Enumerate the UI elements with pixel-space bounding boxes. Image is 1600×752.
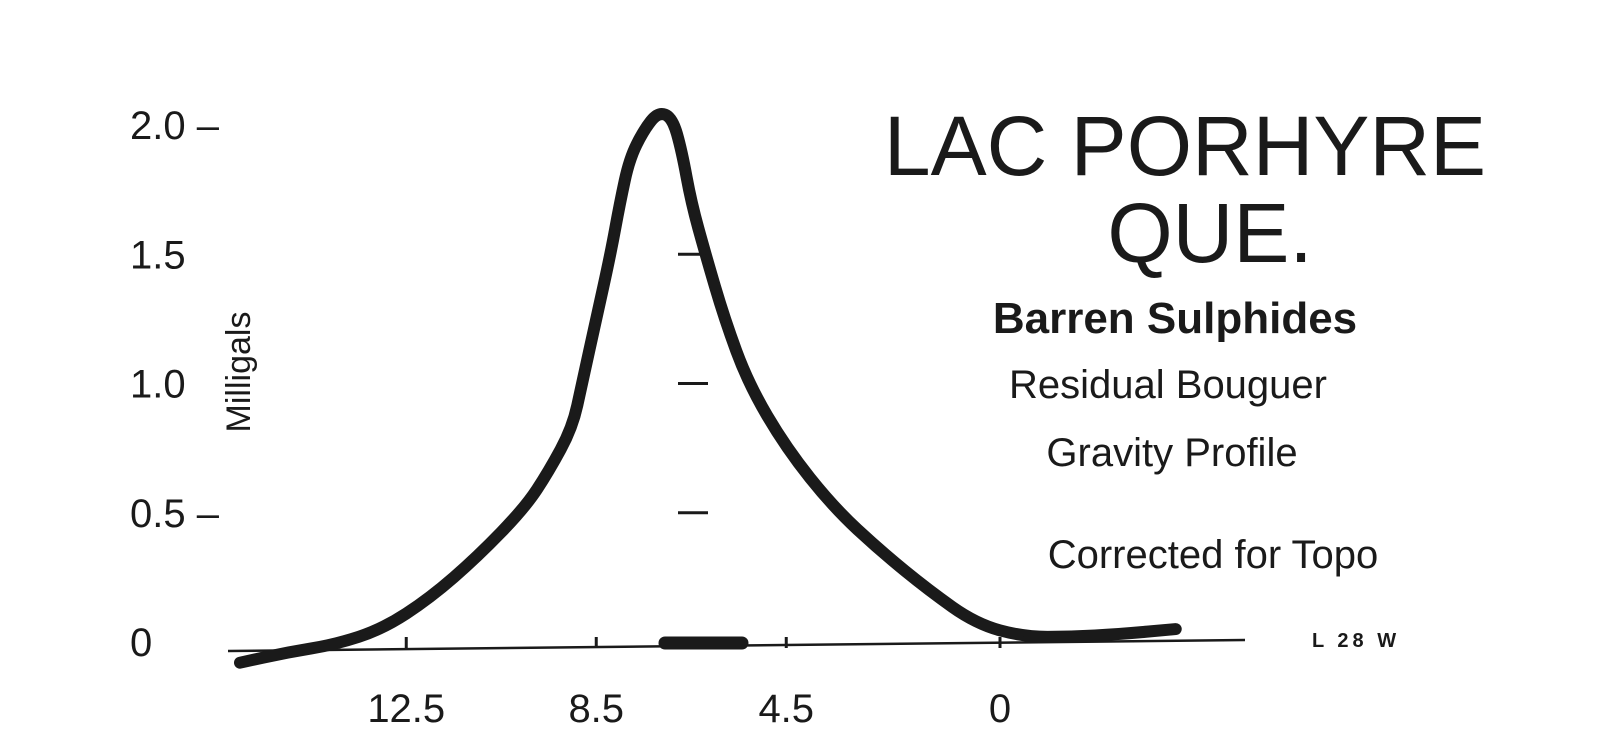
data-point — [581, 383, 583, 384]
x-tick-label: 4.5 — [758, 687, 814, 731]
data-point — [548, 470, 550, 472]
annotation-corrected-for-topo: Corrected for Topo — [1048, 533, 1379, 577]
y-axis-label: Milligals — [220, 312, 258, 433]
data-point — [1118, 633, 1120, 635]
chart-subtitle: Barren Sulphides Residual Bouguer Gravit… — [993, 294, 1378, 577]
title-line-2: QUE. — [1107, 186, 1312, 280]
data-point — [681, 150, 683, 152]
data-point — [1023, 636, 1025, 638]
data-point — [1175, 628, 1177, 630]
data-point — [690, 202, 692, 204]
data-point — [382, 628, 383, 630]
data-point — [747, 383, 749, 384]
x-axis-ticks: 12.5 8.5 4.5 0 — [367, 637, 1011, 731]
data-point — [287, 651, 288, 653]
data-point — [334, 644, 336, 646]
data-point — [705, 253, 706, 255]
chart-title: LAC PORHYRE QUE. — [884, 99, 1486, 280]
data-point — [671, 116, 673, 118]
line-label: L 28 W — [1312, 630, 1400, 652]
y-tick-label: 0.5 – — [130, 492, 220, 536]
data-point — [477, 556, 478, 558]
data-point — [833, 507, 835, 509]
gravity-profile-line — [234, 108, 1182, 669]
x-tick-label: 12.5 — [367, 687, 445, 731]
x-tick-label: 8.5 — [568, 687, 624, 731]
data-point — [1070, 636, 1072, 638]
data-point — [619, 202, 621, 204]
data-point — [429, 597, 431, 599]
data-point — [928, 589, 930, 591]
series-group — [234, 108, 1182, 669]
data-point — [572, 426, 573, 428]
data-point — [629, 158, 630, 160]
x-tick-label: 0 — [989, 687, 1011, 731]
data-point — [724, 318, 725, 320]
y-tick-label: 1.0 — [130, 363, 186, 407]
data-point — [643, 129, 645, 131]
data-point — [657, 111, 659, 113]
title-line-1: LAC PORHYRE — [884, 99, 1486, 193]
data-point — [595, 318, 597, 320]
y-tick-label: 0 — [130, 621, 152, 665]
data-point — [975, 623, 977, 625]
y-tick-label: 2.0 – — [130, 104, 220, 148]
data-point — [239, 662, 241, 664]
y-tick-label: 1.5 — [130, 233, 186, 277]
y-axis: 0 0.5 – 1.0 1.5 2.0 – — [130, 104, 708, 665]
subtitle-barren-sulphides: Barren Sulphides — [993, 294, 1357, 343]
data-point — [785, 447, 787, 449]
data-point — [880, 551, 882, 553]
data-point — [524, 507, 526, 509]
subtitle-gravity-profile: Gravity Profile — [1046, 431, 1297, 475]
subtitle-residual-bouguer: Residual Bouguer — [1009, 363, 1327, 407]
data-point — [610, 253, 611, 255]
